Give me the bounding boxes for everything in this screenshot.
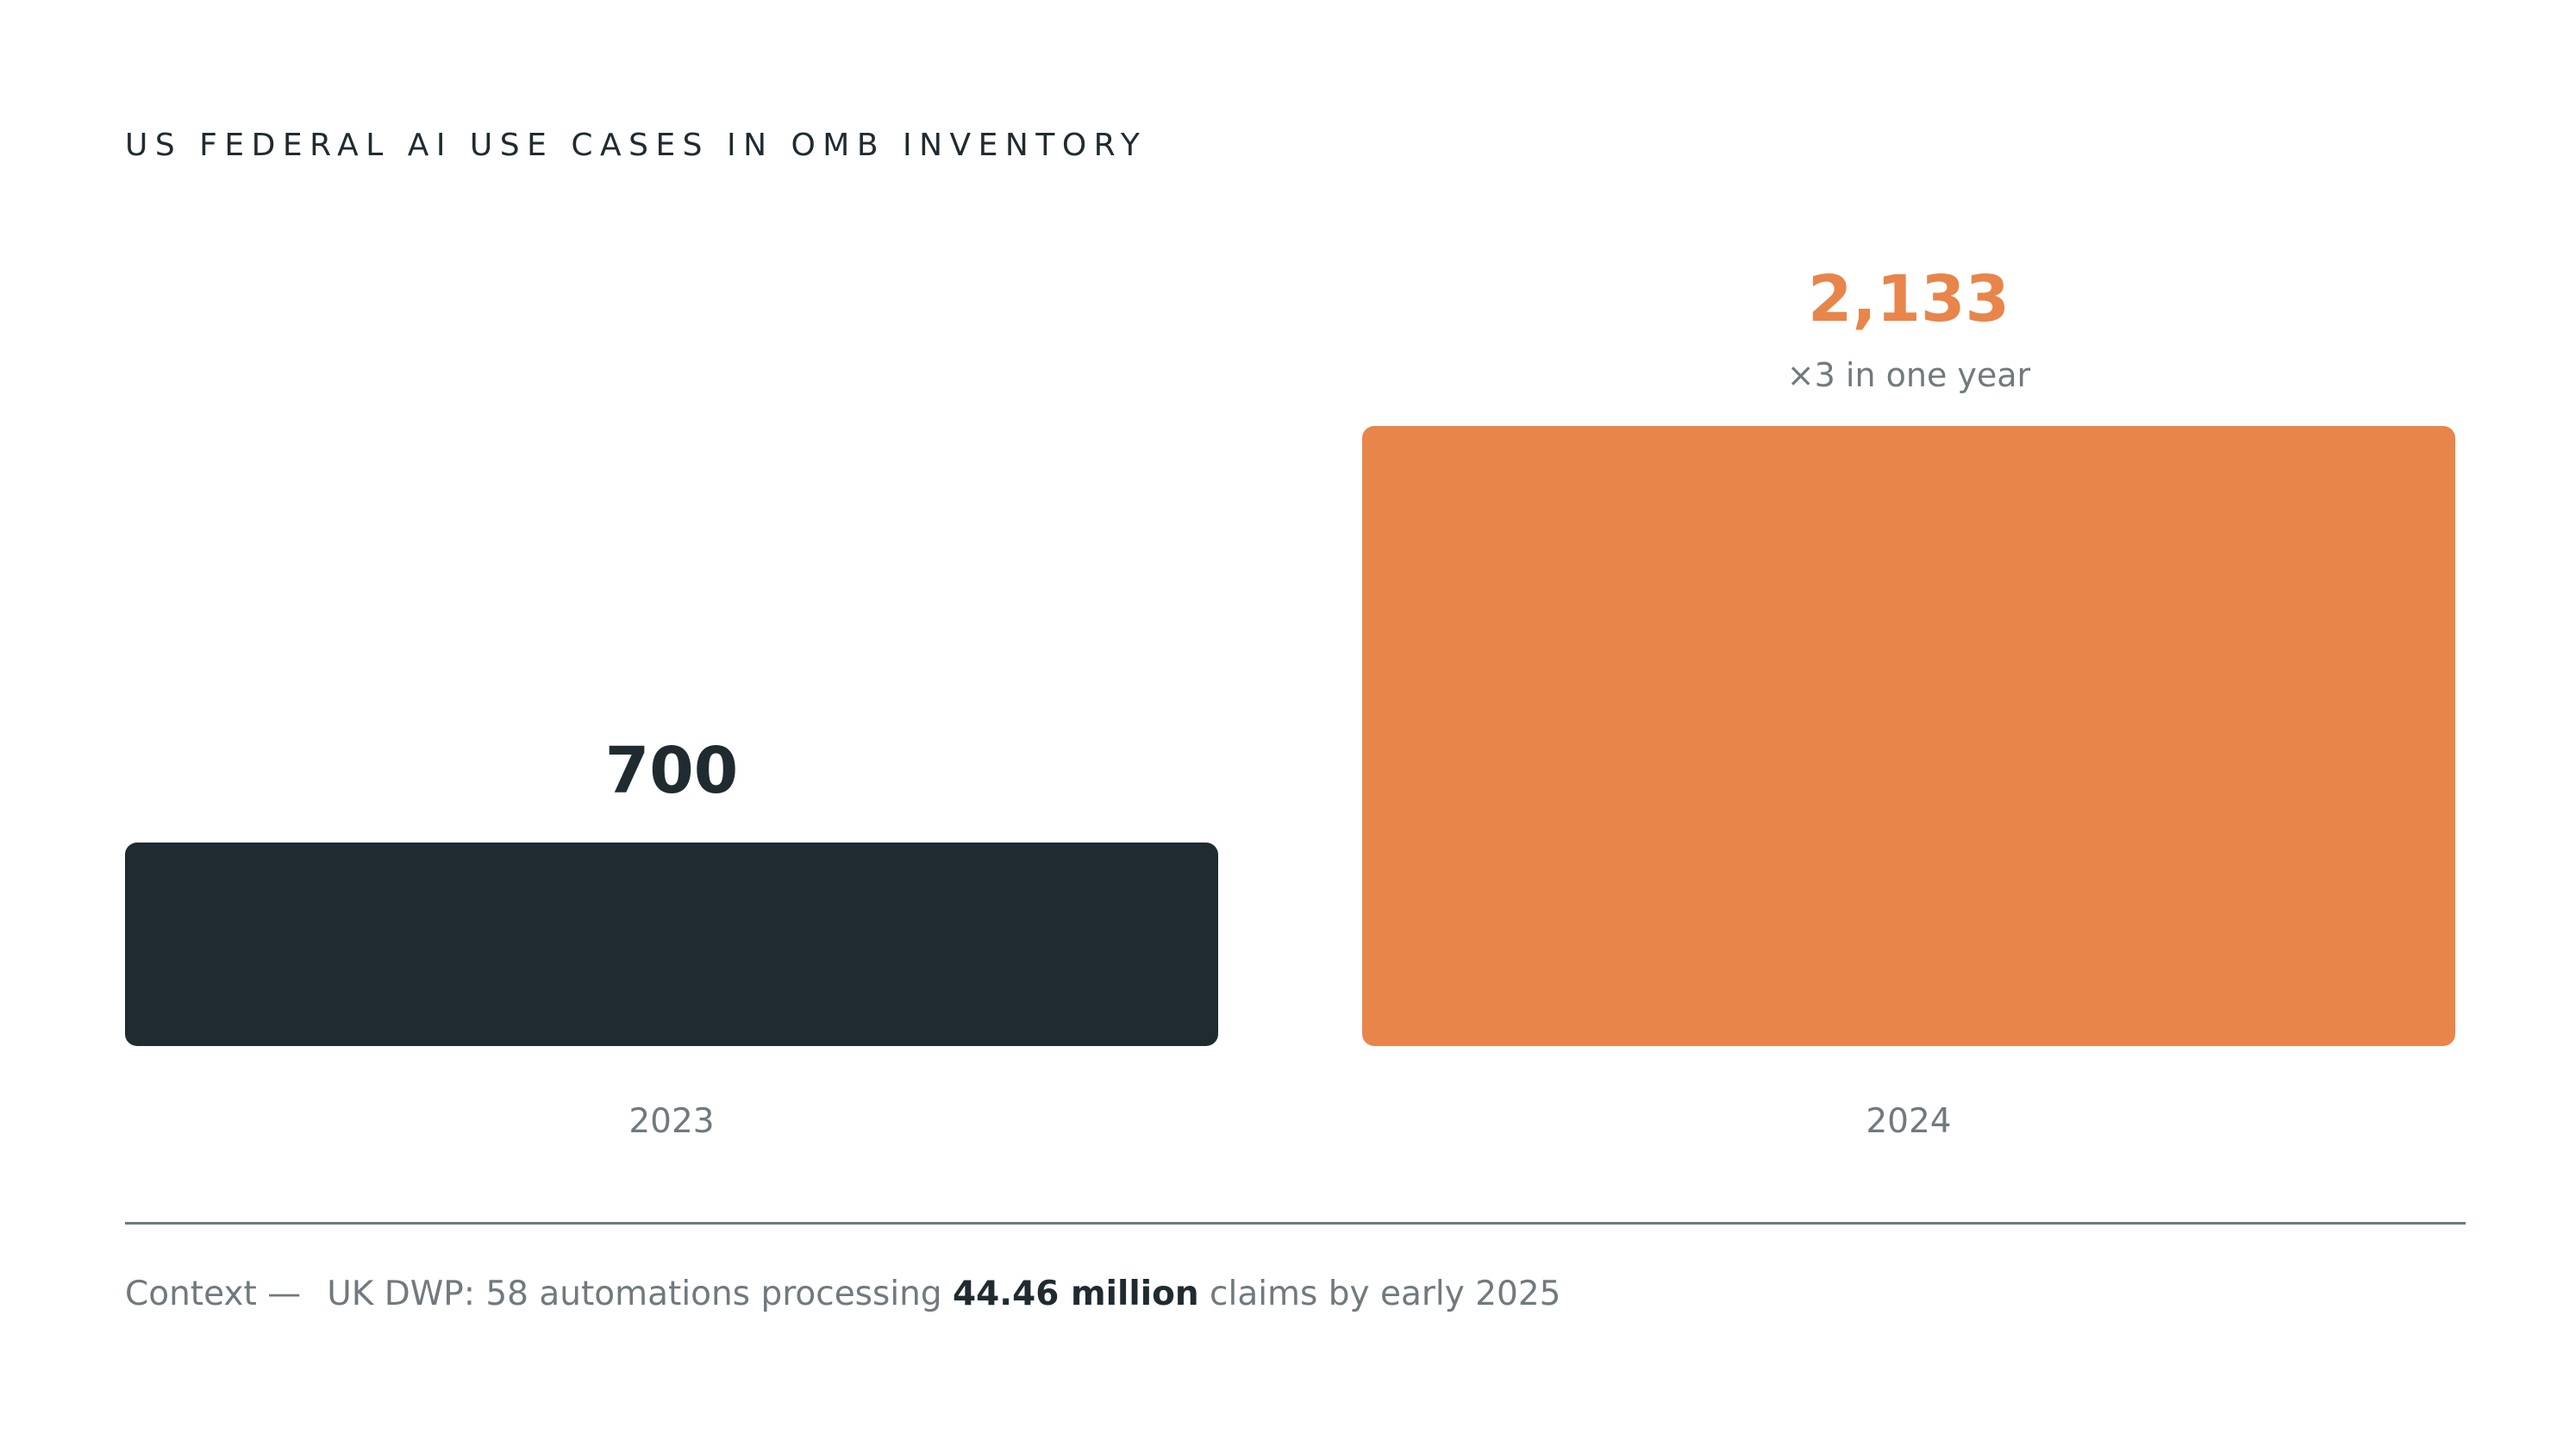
annotation-2024: ×3 in one year: [1787, 356, 2031, 394]
footer-divider: [125, 1222, 2466, 1225]
chart-title: US FEDERAL AI USE CASES IN OMB INVENTORY: [125, 128, 1147, 163]
value-label-2024: 2,133: [1808, 262, 2010, 336]
context-highlight: 44.46 million: [953, 1275, 1199, 1313]
context-label: Context —: [125, 1275, 302, 1313]
value-label-2023: 700: [605, 734, 738, 808]
context-note: Context — UK DWP: 58 automations processi…: [125, 1275, 1560, 1313]
category-label-2023: 2023: [628, 1102, 714, 1141]
context-text-before: UK DWP: 58 automations processing: [327, 1275, 953, 1313]
category-label-2024: 2024: [1866, 1102, 1951, 1141]
bar-2024: [1362, 426, 2455, 1046]
bar-2023: [125, 843, 1218, 1046]
context-text-after: claims by early 2025: [1198, 1275, 1561, 1313]
